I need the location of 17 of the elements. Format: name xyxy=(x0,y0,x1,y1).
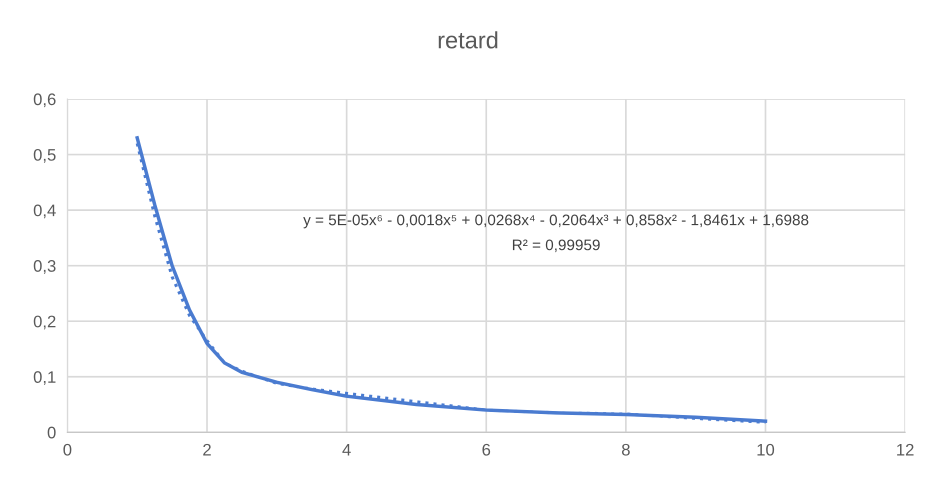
y-tick-label: 0,4 xyxy=(34,204,56,218)
x-tick-label: 12 xyxy=(897,444,914,456)
y-tick-label: 0 xyxy=(48,426,56,438)
annotation: y = 5E-05x⁶ - 0,0018x⁵ + 0,0268x⁴ - 0,2064x³ + 0,858x² - 1,8461x + 1,6988 xyxy=(303,214,808,228)
x-tick-label: 4 xyxy=(342,444,351,456)
x-tick-label: 10 xyxy=(757,444,774,456)
x-tick-label: 8 xyxy=(622,444,630,456)
chart-title: retard xyxy=(438,31,498,49)
x-tick-label: 2 xyxy=(203,444,211,456)
x-tick-label: 0 xyxy=(63,444,72,456)
y-tick-label: 0,6 xyxy=(34,93,56,108)
y-tick-label: 0,3 xyxy=(34,260,56,274)
x-tick-label: 6 xyxy=(482,444,490,456)
y-tick-label: 0,1 xyxy=(34,371,56,385)
y-tick-label: 0,2 xyxy=(34,316,56,330)
y-tick-label: 0,5 xyxy=(34,148,56,163)
annotation: R² = 0,99959 xyxy=(512,239,600,252)
